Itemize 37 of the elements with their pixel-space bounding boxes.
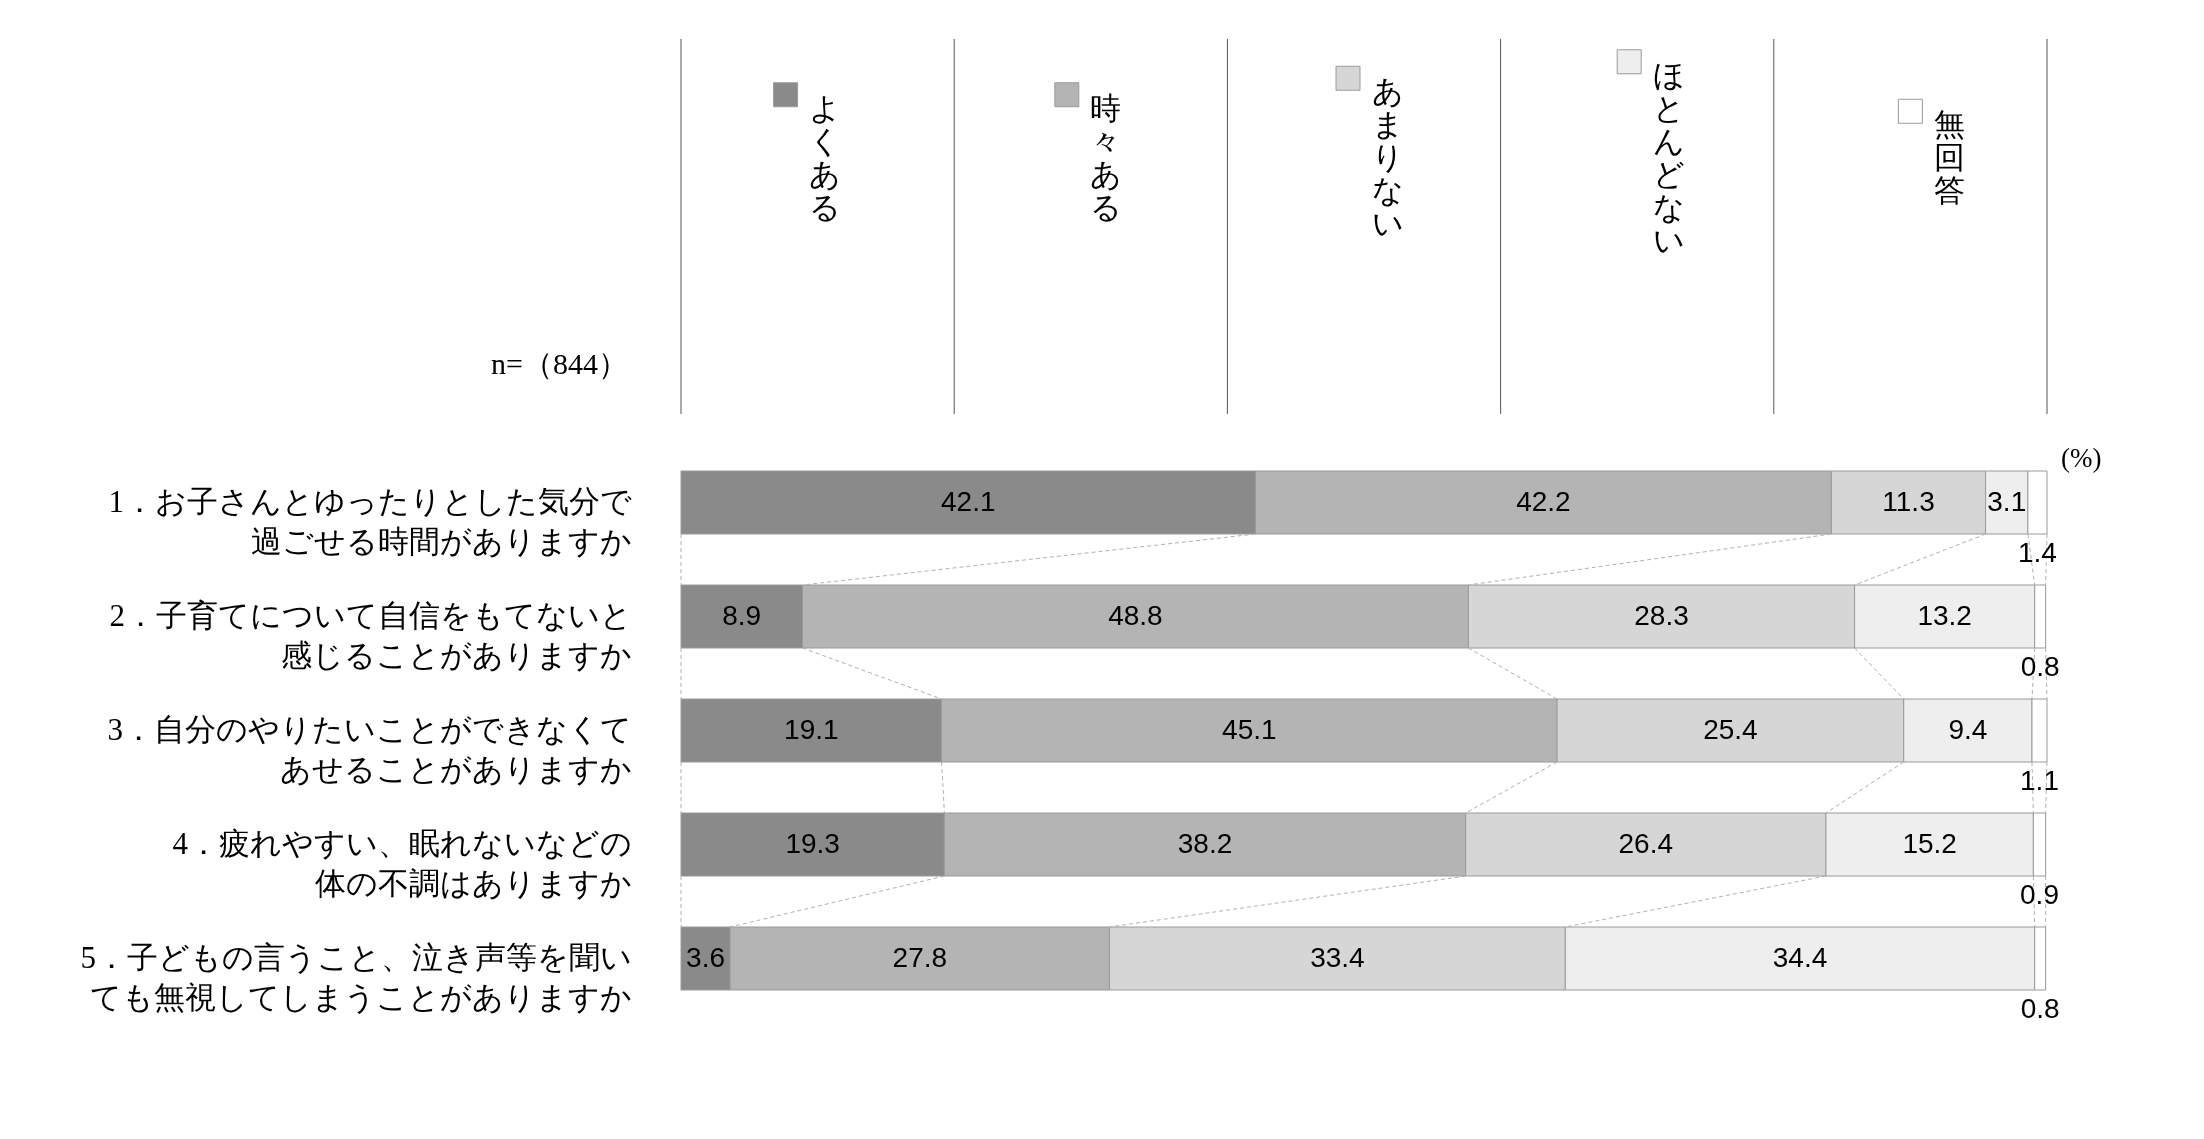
data-label: 11.3 (1882, 485, 1935, 517)
y-tick-label: 1．お子さんとゆったりとした気分で過ごせる時間がありますか (108, 483, 632, 559)
data-label: 15.2 (1902, 827, 1957, 859)
y-tick-label: 4．疲れやすい、眠れないなどの体の不調はありますか (172, 825, 632, 901)
data-label: 3.6 (686, 941, 726, 973)
data-label: 33.4 (1310, 941, 1365, 973)
data-label: 45.1 (1222, 713, 1277, 745)
legend-label: よくある (809, 90, 842, 225)
data-label: 9.4 (1948, 713, 1988, 745)
data-label: 25.4 (1703, 713, 1758, 745)
data-label: 42.1 (941, 485, 996, 517)
legend-label: ほとんどない (1652, 57, 1685, 258)
data-label: 3.1 (1987, 485, 2027, 517)
text: n=（844） (491, 347, 628, 380)
data-label: 0.8 (2020, 993, 2060, 1024)
data-label: 8.9 (722, 599, 762, 631)
legend-label: あまりない (1371, 74, 1404, 242)
data-label: 0.9 (2020, 879, 2059, 910)
data-label: 19.3 (785, 827, 840, 859)
data-label: 42.2 (1516, 485, 1571, 517)
data-label: 48.8 (1108, 599, 1163, 631)
text: (%) (2061, 443, 2102, 473)
data-label: 13.2 (1917, 599, 1972, 631)
data-label: 26.4 (1618, 827, 1674, 859)
data-label: 38.2 (1177, 827, 1233, 859)
data-label: 19.1 (784, 713, 839, 745)
data-label: 1.4 (2017, 537, 2057, 568)
y-tick-label: 5．子どもの言うこと、泣き声等を聞いても無視してしまうことがありますか (80, 939, 632, 1015)
legend-label: 時々ある (1090, 90, 1123, 225)
data-label: 28.3 (1634, 599, 1689, 631)
data-label: 1.1 (2020, 765, 2059, 796)
legend-label: 無回答 (1933, 107, 1965, 209)
y-tick-label: 2．子育てについて自信をもてないと感じることがありますか (109, 597, 632, 673)
data-label: 34.4 (1772, 941, 1828, 973)
data-label: 0.8 (2020, 651, 2060, 682)
y-tick-label: 3．自分のやりたいことができなくてあせることがありますか (107, 711, 632, 787)
data-label: 27.8 (892, 941, 948, 973)
